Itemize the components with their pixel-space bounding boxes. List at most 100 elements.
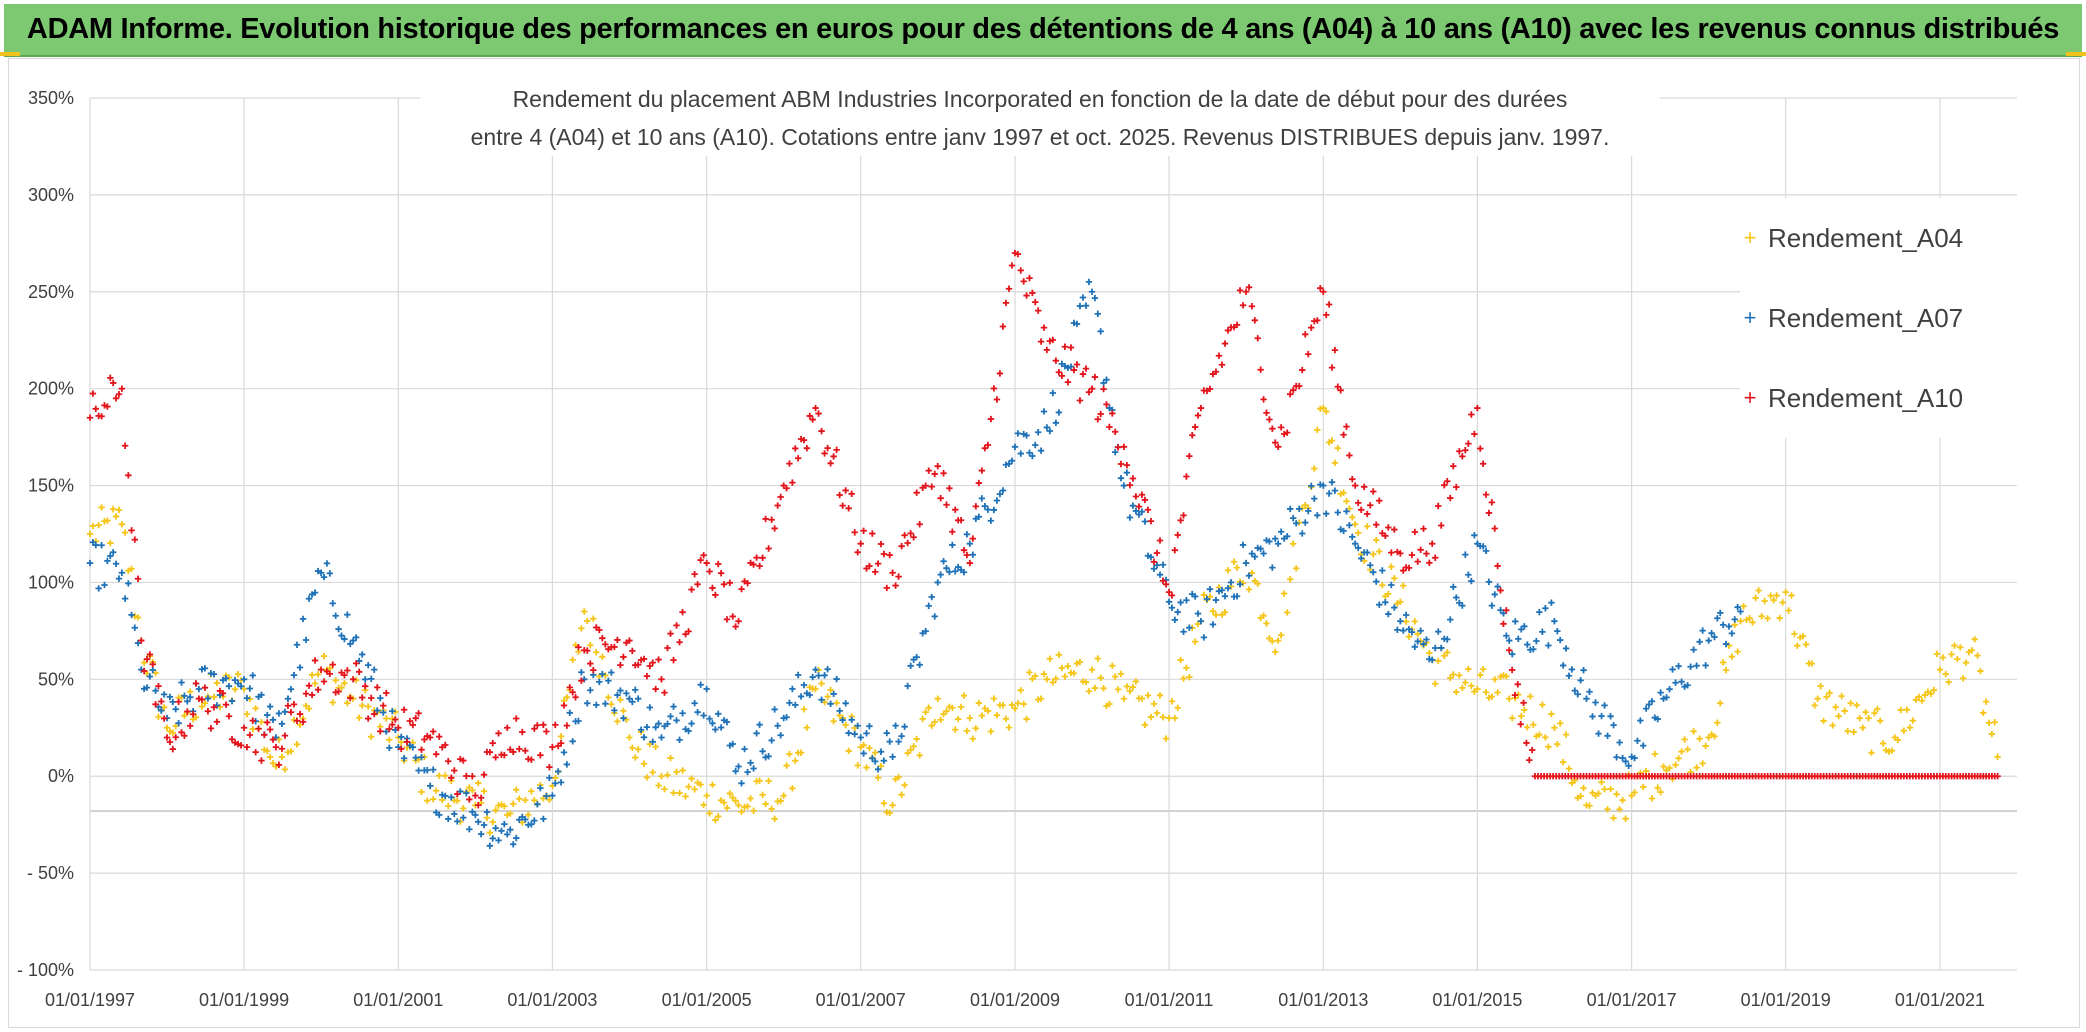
data-point [1755,587,1762,594]
data-point [1088,385,1096,392]
data-point [685,628,692,635]
data-point [104,517,111,524]
data-point [86,530,94,538]
data-point [1477,445,1484,452]
data-point [178,729,185,736]
data-point [140,667,148,675]
data-point [1974,652,1981,659]
data-point [1277,631,1285,639]
data-point [320,652,328,660]
data-point [1296,382,1303,390]
data-point [1770,597,1777,604]
data-point [107,374,114,382]
data-point [883,584,890,592]
data-point [1459,602,1466,609]
data-point [1444,478,1451,485]
data-point [907,530,914,537]
data-point [706,568,713,575]
data-point [557,740,565,747]
y-tick-label: 100% [28,572,74,592]
data-point [771,706,778,713]
data-point [1450,583,1457,591]
data-point [640,655,648,663]
data-point [599,670,606,678]
data-point [531,725,538,732]
data-point [649,738,656,746]
data-point [1642,705,1650,712]
data-point [1678,748,1685,755]
data-point [1616,739,1623,746]
data-point [187,693,194,701]
data-point [284,702,292,709]
data-point [1485,509,1493,517]
data-point [355,714,363,721]
data-point [1308,482,1315,490]
data-point [777,797,784,805]
data-point [928,483,935,490]
data-point [1120,695,1128,702]
data-point [1026,669,1033,676]
data-point [1468,411,1475,418]
data-point [640,734,648,741]
data-point [1311,465,1318,472]
data-point [112,560,120,567]
data-point [786,750,793,758]
data-point [750,561,757,568]
series-rendement-a04 [86,404,2001,836]
data-point [213,718,221,726]
data-point [1325,490,1333,497]
data-point [1191,638,1199,645]
data-point [774,502,781,509]
data-point [1290,514,1297,522]
data-point [296,710,304,718]
data-point [1565,672,1573,679]
data-point [155,713,162,720]
data-point [783,485,790,492]
data-point [1400,627,1407,634]
data-point [115,506,123,514]
data-point [1351,521,1359,528]
data-point [1349,475,1356,483]
data-point [302,690,310,697]
data-point [1479,543,1487,550]
data-point [931,470,938,478]
data-point [1002,299,1010,307]
data-point [1684,746,1691,753]
data-point [1939,654,1947,661]
data-point [537,784,544,792]
data-point [691,570,698,578]
data-point [1405,633,1413,640]
data-point [237,742,245,749]
data-point [480,787,488,795]
data-point [1622,758,1629,765]
data-point [1215,352,1223,359]
data-point [269,760,277,767]
data-point [928,722,935,729]
data-point [937,571,944,578]
data-point [1788,592,1795,599]
data-point [907,746,914,754]
data-point [225,683,233,690]
data-point [1945,678,1952,686]
data-point [1194,412,1202,419]
data-point [418,788,425,796]
data-point [1619,796,1626,804]
data-point [578,625,585,632]
data-point [806,691,813,699]
data-point [1524,724,1531,731]
data-point [913,735,920,743]
data-point [922,628,929,635]
data-point [1138,491,1146,498]
data-point [1479,666,1487,673]
data-point [925,602,932,610]
data-point [934,579,941,586]
data-point [358,694,366,701]
data-point [960,569,968,576]
data-point [1091,373,1099,381]
data-point [1388,563,1395,570]
data-point [442,792,449,800]
data-point [528,788,535,795]
data-point [365,703,372,710]
data-point [278,720,286,728]
